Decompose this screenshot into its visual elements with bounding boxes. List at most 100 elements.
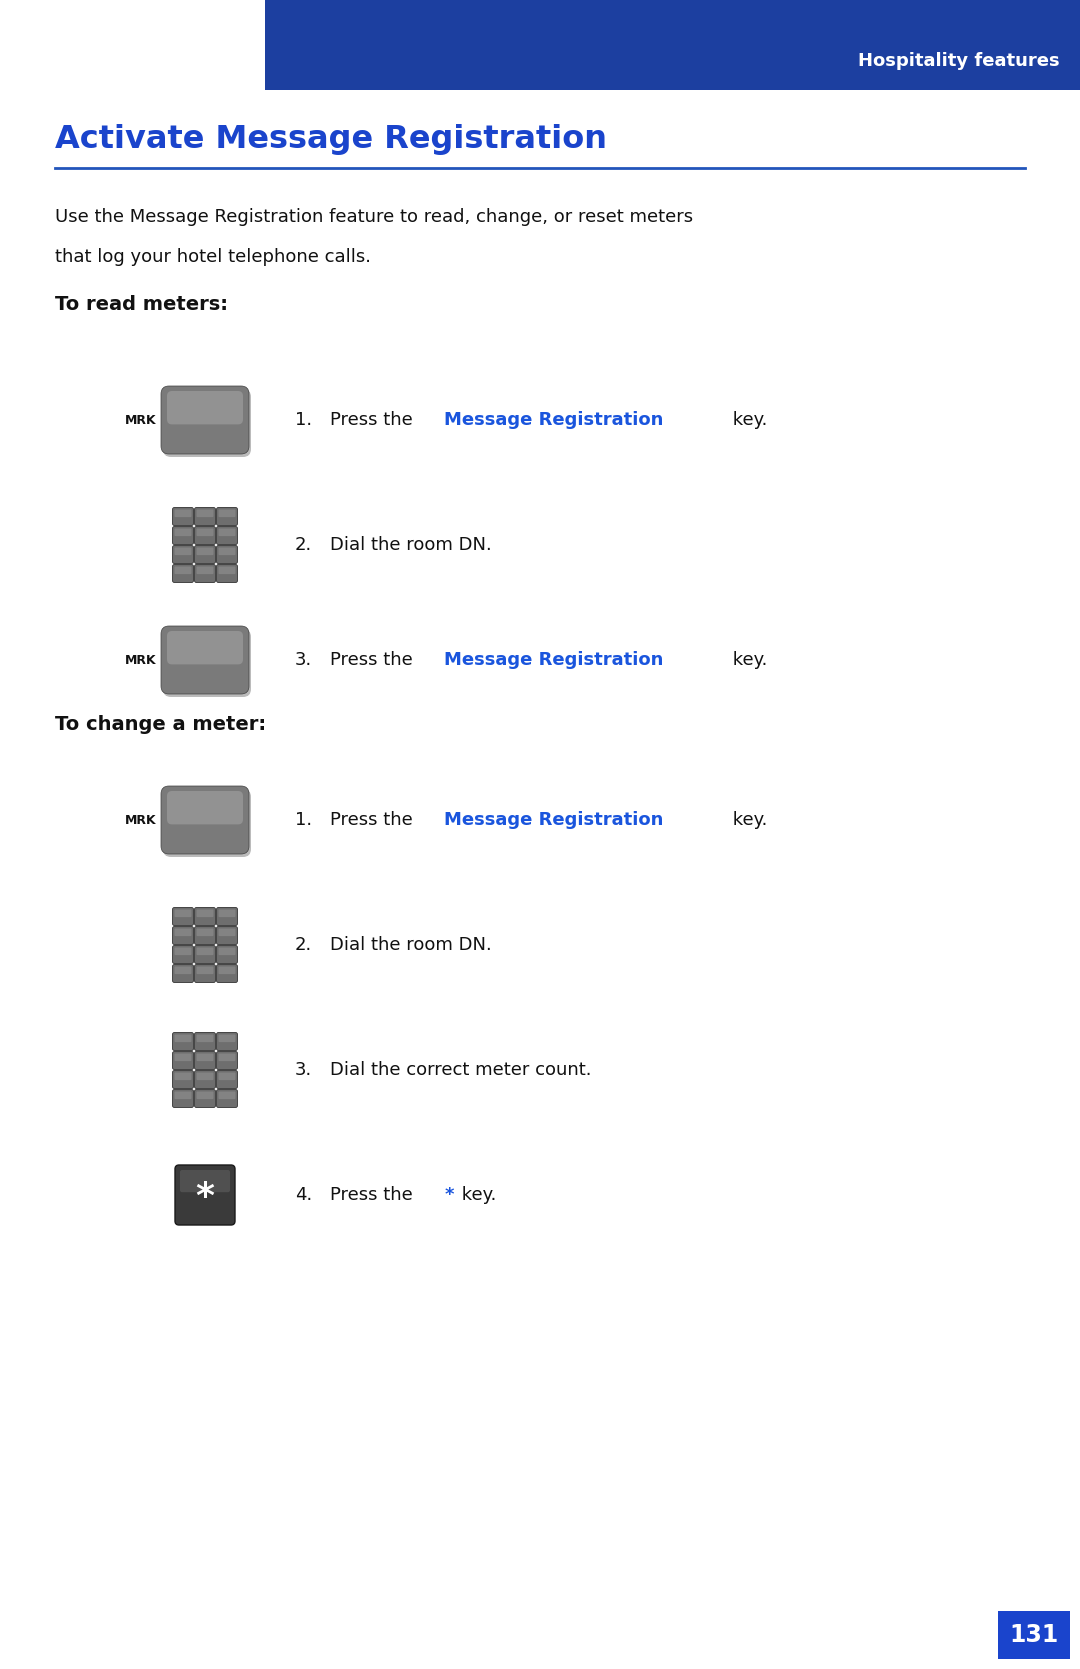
FancyBboxPatch shape [173, 908, 193, 926]
FancyBboxPatch shape [218, 966, 235, 975]
FancyBboxPatch shape [216, 1090, 238, 1108]
FancyBboxPatch shape [216, 946, 238, 963]
FancyBboxPatch shape [194, 946, 216, 963]
FancyBboxPatch shape [218, 1073, 235, 1080]
Text: *: * [195, 1180, 215, 1213]
FancyBboxPatch shape [173, 1033, 193, 1050]
FancyBboxPatch shape [197, 566, 214, 574]
Text: 4.: 4. [295, 1187, 312, 1203]
FancyBboxPatch shape [197, 948, 214, 955]
FancyBboxPatch shape [175, 1053, 191, 1061]
FancyBboxPatch shape [218, 1053, 235, 1061]
FancyBboxPatch shape [173, 946, 193, 963]
FancyBboxPatch shape [194, 546, 216, 564]
FancyBboxPatch shape [173, 526, 193, 544]
Text: MRK: MRK [125, 813, 157, 826]
Text: 2.: 2. [295, 536, 312, 554]
FancyBboxPatch shape [197, 966, 214, 975]
FancyBboxPatch shape [175, 1092, 191, 1100]
FancyBboxPatch shape [216, 926, 238, 945]
Text: key.: key. [457, 1187, 497, 1203]
FancyBboxPatch shape [218, 948, 235, 955]
FancyBboxPatch shape [216, 546, 238, 564]
FancyBboxPatch shape [218, 1092, 235, 1100]
FancyBboxPatch shape [173, 564, 193, 582]
FancyBboxPatch shape [218, 928, 235, 936]
FancyBboxPatch shape [173, 1070, 193, 1088]
FancyBboxPatch shape [216, 1033, 238, 1050]
FancyBboxPatch shape [167, 391, 243, 424]
FancyBboxPatch shape [216, 965, 238, 983]
Text: 1.: 1. [295, 811, 312, 829]
Text: Dial the correct meter count.: Dial the correct meter count. [330, 1061, 592, 1078]
Text: key.: key. [727, 811, 768, 829]
FancyBboxPatch shape [167, 631, 243, 664]
Text: 3.: 3. [295, 1061, 312, 1078]
Text: *: * [444, 1187, 454, 1203]
FancyBboxPatch shape [194, 926, 216, 945]
FancyBboxPatch shape [161, 786, 249, 855]
Text: Press the: Press the [330, 811, 419, 829]
Text: Message Registration: Message Registration [444, 811, 663, 829]
Text: Message Registration: Message Registration [444, 651, 663, 669]
FancyBboxPatch shape [175, 966, 191, 975]
FancyBboxPatch shape [167, 791, 243, 824]
FancyBboxPatch shape [175, 1073, 191, 1080]
Text: Hospitality features: Hospitality features [859, 52, 1059, 70]
FancyBboxPatch shape [175, 529, 191, 536]
FancyBboxPatch shape [194, 908, 216, 926]
Text: To read meters:: To read meters: [55, 295, 228, 314]
FancyBboxPatch shape [216, 1051, 238, 1070]
FancyBboxPatch shape [175, 1035, 191, 1041]
FancyBboxPatch shape [197, 529, 214, 536]
FancyBboxPatch shape [216, 908, 238, 926]
Text: key.: key. [727, 411, 768, 429]
FancyBboxPatch shape [173, 1090, 193, 1108]
FancyBboxPatch shape [216, 507, 238, 526]
FancyBboxPatch shape [175, 566, 191, 574]
Text: 1.: 1. [295, 411, 312, 429]
FancyBboxPatch shape [197, 928, 214, 936]
FancyBboxPatch shape [197, 1053, 214, 1061]
FancyBboxPatch shape [163, 789, 251, 856]
FancyBboxPatch shape [175, 1165, 235, 1225]
FancyBboxPatch shape [194, 1033, 216, 1050]
FancyBboxPatch shape [998, 1611, 1070, 1659]
Text: Dial the room DN.: Dial the room DN. [330, 536, 491, 554]
FancyBboxPatch shape [218, 1035, 235, 1041]
FancyBboxPatch shape [194, 564, 216, 582]
FancyBboxPatch shape [173, 965, 193, 983]
FancyBboxPatch shape [197, 910, 214, 916]
Text: 2.: 2. [295, 936, 312, 955]
FancyBboxPatch shape [218, 529, 235, 536]
Text: Use the Message Registration feature to read, change, or reset meters: Use the Message Registration feature to … [55, 209, 693, 225]
FancyBboxPatch shape [218, 566, 235, 574]
FancyBboxPatch shape [197, 547, 214, 556]
FancyBboxPatch shape [161, 386, 249, 454]
FancyBboxPatch shape [194, 526, 216, 544]
FancyBboxPatch shape [194, 1051, 216, 1070]
FancyBboxPatch shape [197, 1073, 214, 1080]
Text: Dial the room DN.: Dial the room DN. [330, 936, 491, 955]
Text: MRK: MRK [125, 414, 157, 427]
Text: that log your hotel telephone calls.: that log your hotel telephone calls. [55, 249, 372, 265]
FancyBboxPatch shape [194, 507, 216, 526]
FancyBboxPatch shape [161, 626, 249, 694]
FancyBboxPatch shape [173, 1051, 193, 1070]
FancyBboxPatch shape [175, 948, 191, 955]
Text: Activate Message Registration: Activate Message Registration [55, 124, 607, 155]
FancyBboxPatch shape [163, 389, 251, 457]
Text: MRK: MRK [125, 654, 157, 666]
FancyBboxPatch shape [175, 910, 191, 916]
FancyBboxPatch shape [216, 1070, 238, 1088]
Text: Press the: Press the [330, 1187, 419, 1203]
Text: Message Registration: Message Registration [444, 411, 663, 429]
FancyBboxPatch shape [218, 547, 235, 556]
Text: 3.: 3. [295, 651, 312, 669]
FancyBboxPatch shape [173, 926, 193, 945]
FancyBboxPatch shape [163, 629, 251, 698]
FancyBboxPatch shape [175, 547, 191, 556]
Text: 131: 131 [1010, 1622, 1058, 1647]
FancyBboxPatch shape [173, 546, 193, 564]
FancyBboxPatch shape [197, 509, 214, 517]
